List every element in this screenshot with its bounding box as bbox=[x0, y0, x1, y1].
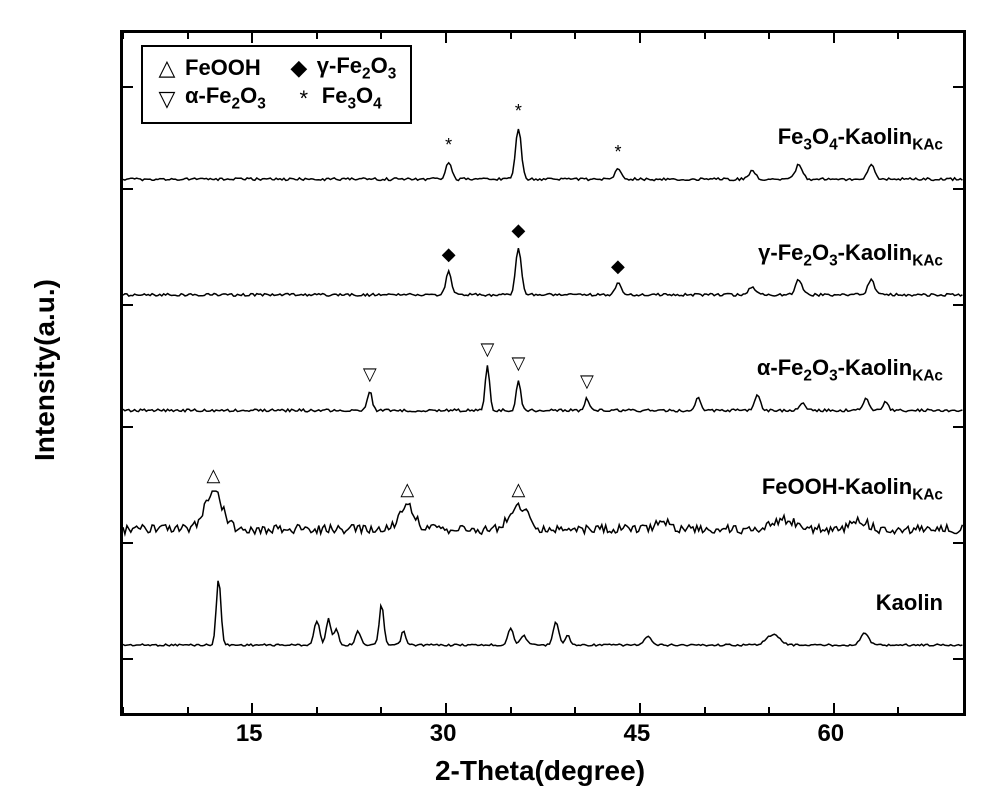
peak-marker: ▽ bbox=[512, 353, 526, 374]
xrd-trace-Kaolin bbox=[123, 581, 962, 646]
xtick-label: 45 bbox=[624, 720, 651, 748]
y-tick bbox=[123, 86, 133, 88]
y-tick bbox=[953, 304, 963, 306]
x-tick bbox=[380, 707, 382, 713]
peak-marker: △ bbox=[400, 479, 414, 500]
peak-marker: * bbox=[445, 135, 452, 156]
trace-label: α-Fe2O3-KaolinKAc bbox=[757, 355, 943, 385]
plot-area: △ FeOOH ◆ γ-Fe2O3 ▽ α-Fe2O3 * Fe3O4 bbox=[120, 30, 966, 716]
y-tick bbox=[953, 542, 963, 544]
x-tick bbox=[833, 33, 835, 43]
x-tick bbox=[445, 33, 447, 43]
y-axis-title: Intensity(a.u.) bbox=[29, 279, 61, 461]
trace-label: Kaolin bbox=[876, 590, 943, 616]
peak-marker: ▽ bbox=[481, 339, 495, 360]
y-tick bbox=[953, 658, 963, 660]
y-tick bbox=[123, 304, 133, 306]
y-tick bbox=[123, 542, 133, 544]
x-tick bbox=[187, 707, 189, 713]
x-tick bbox=[768, 707, 770, 713]
x-tick bbox=[251, 33, 253, 43]
y-tick bbox=[953, 86, 963, 88]
x-axis-title: 2-Theta(degree) bbox=[435, 755, 645, 787]
y-tick bbox=[123, 426, 133, 428]
peak-marker: * bbox=[614, 142, 621, 163]
peak-marker: ◆ bbox=[442, 244, 456, 265]
y-tick bbox=[953, 188, 963, 190]
peak-marker: ▽ bbox=[580, 371, 594, 392]
x-tick bbox=[510, 707, 512, 713]
trace-label: Fe3O4-KaolinKAc bbox=[778, 124, 943, 154]
xrd-figure: Intensity(a.u.) 2-Theta(degree) 15 30 45… bbox=[0, 0, 1000, 800]
x-tick bbox=[187, 33, 189, 39]
x-tick bbox=[704, 33, 706, 39]
x-tick bbox=[510, 33, 512, 39]
x-tick bbox=[251, 703, 253, 713]
x-tick bbox=[639, 33, 641, 43]
peak-marker: ▽ bbox=[363, 364, 377, 385]
xtick-label: 60 bbox=[817, 720, 844, 748]
peak-marker: ◆ bbox=[512, 220, 526, 241]
x-tick bbox=[122, 33, 124, 39]
xtick-label: 15 bbox=[236, 720, 263, 748]
peak-marker: * bbox=[515, 101, 522, 122]
y-tick bbox=[123, 188, 133, 190]
x-tick bbox=[639, 703, 641, 713]
x-tick bbox=[445, 703, 447, 713]
trace-label: γ-Fe2O3-KaolinKAc bbox=[758, 240, 943, 270]
x-tick bbox=[574, 707, 576, 713]
peak-marker: △ bbox=[512, 479, 526, 500]
x-tick bbox=[768, 33, 770, 39]
x-tick bbox=[574, 33, 576, 39]
x-tick bbox=[316, 707, 318, 713]
x-tick bbox=[833, 703, 835, 713]
x-tick bbox=[897, 33, 899, 39]
y-tick bbox=[123, 658, 133, 660]
x-tick bbox=[122, 707, 124, 713]
trace-label: FeOOH-KaolinKAc bbox=[762, 474, 943, 504]
x-tick bbox=[897, 707, 899, 713]
y-tick bbox=[953, 426, 963, 428]
x-tick bbox=[316, 33, 318, 39]
peak-marker: △ bbox=[207, 465, 221, 486]
xtick-label: 30 bbox=[430, 720, 457, 748]
peak-marker: ◆ bbox=[611, 256, 625, 277]
x-tick bbox=[704, 707, 706, 713]
x-tick bbox=[380, 33, 382, 39]
